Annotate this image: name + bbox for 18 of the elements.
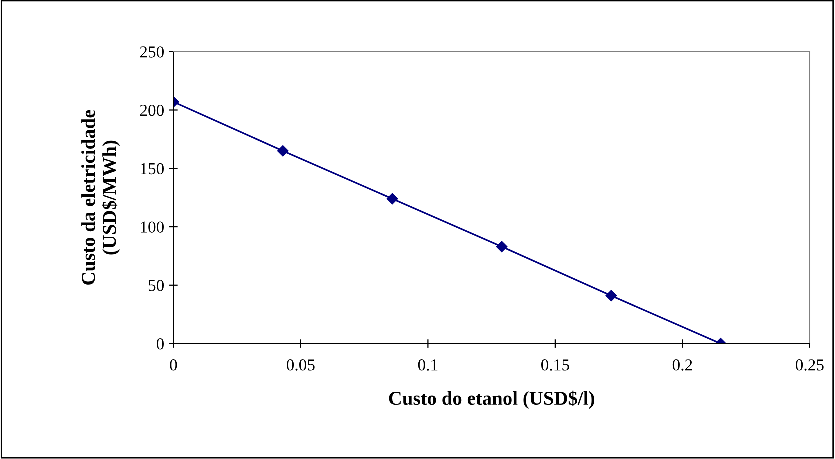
point: [386, 193, 398, 205]
x-tick-label: 0.1: [418, 360, 438, 371]
y-tick-label: 0: [156, 338, 164, 350]
y-axis-title: Custo da eletricidade (USD$/MWh): [82, 110, 120, 285]
point: [496, 241, 508, 252]
x-tick-label: 0.2: [672, 360, 692, 371]
x-tick-label: 0: [170, 360, 178, 371]
y-tick-label: 100: [141, 222, 164, 233]
point: [606, 290, 618, 302]
x-axis-title: Custo do etanol (USD$/l): [389, 390, 594, 410]
x-tick-label: 0.15: [541, 360, 570, 371]
y-tick-label: 50: [148, 280, 164, 292]
x-tick-label: 0.05: [286, 360, 315, 371]
y-tick-label: 150: [141, 163, 164, 175]
y-tick-label: 250: [140, 46, 164, 58]
y-tick-label: 200: [140, 104, 164, 116]
point: [278, 146, 289, 157]
x-tick-label: 0.25: [796, 360, 824, 371]
